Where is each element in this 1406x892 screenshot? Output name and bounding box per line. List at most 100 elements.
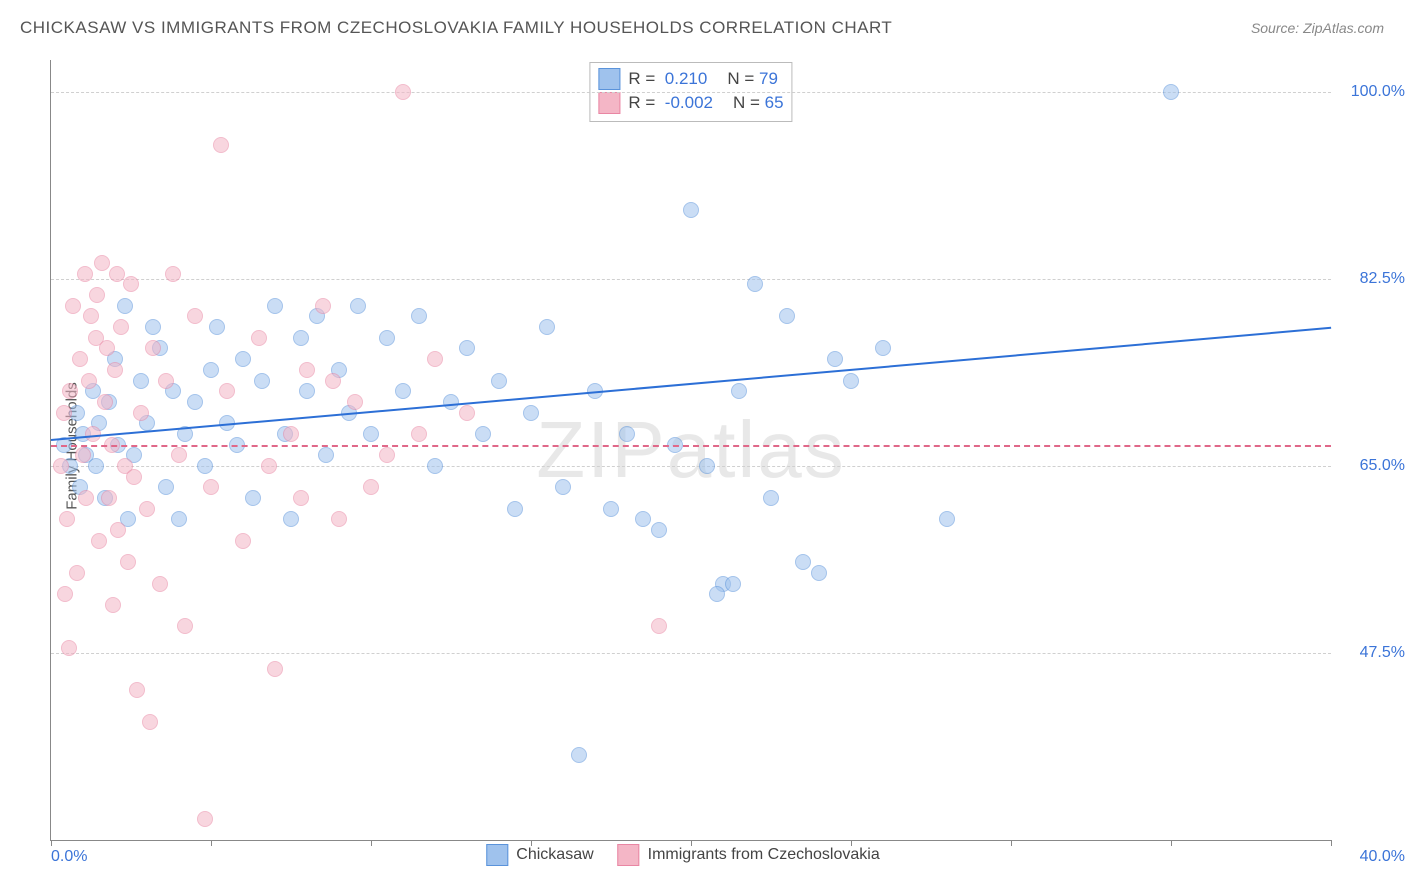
scatter-point	[427, 458, 443, 474]
legend-swatch	[598, 92, 620, 114]
scatter-point	[251, 330, 267, 346]
scatter-point	[59, 511, 75, 527]
scatter-point	[491, 373, 507, 389]
gridline-h	[51, 466, 1331, 467]
scatter-point	[219, 383, 235, 399]
scatter-point	[523, 405, 539, 421]
scatter-point	[142, 714, 158, 730]
scatter-point	[379, 330, 395, 346]
scatter-point	[395, 84, 411, 100]
scatter-point	[507, 501, 523, 517]
scatter-point	[158, 479, 174, 495]
scatter-point	[69, 565, 85, 581]
scatter-point	[107, 362, 123, 378]
x-tick-mark	[371, 840, 372, 846]
scatter-point	[209, 319, 225, 335]
scatter-point	[299, 362, 315, 378]
scatter-point	[197, 458, 213, 474]
scatter-point	[827, 351, 843, 367]
scatter-point	[145, 319, 161, 335]
scatter-point	[129, 682, 145, 698]
scatter-point	[110, 522, 126, 538]
scatter-point	[427, 351, 443, 367]
scatter-point	[651, 618, 667, 634]
scatter-point	[635, 511, 651, 527]
scatter-point	[267, 661, 283, 677]
scatter-point	[145, 340, 161, 356]
scatter-point	[763, 490, 779, 506]
scatter-point	[53, 458, 69, 474]
scatter-point	[699, 458, 715, 474]
scatter-point	[459, 340, 475, 356]
scatter-point	[555, 479, 571, 495]
scatter-point	[171, 447, 187, 463]
scatter-point	[152, 576, 168, 592]
scatter-point	[709, 586, 725, 602]
scatter-point	[75, 447, 91, 463]
scatter-point	[571, 747, 587, 763]
scatter-point	[747, 276, 763, 292]
y-tick-label: 47.5%	[1339, 644, 1405, 662]
stat-row: R = 0.210N = 79	[598, 67, 783, 91]
scatter-point	[105, 597, 121, 613]
stat-n: N = 65	[733, 91, 784, 115]
scatter-point	[843, 373, 859, 389]
source-credit: Source: ZipAtlas.com	[1251, 20, 1384, 36]
scatter-point	[254, 373, 270, 389]
scatter-point	[443, 394, 459, 410]
scatter-point	[331, 511, 347, 527]
stat-n: N = 79	[727, 67, 778, 91]
scatter-point	[126, 469, 142, 485]
legend-swatch	[598, 68, 620, 90]
scatter-point	[61, 640, 77, 656]
scatter-point	[539, 319, 555, 335]
scatter-point	[77, 266, 93, 282]
scatter-point	[83, 308, 99, 324]
scatter-point	[795, 554, 811, 570]
scatter-point	[395, 383, 411, 399]
scatter-point	[165, 266, 181, 282]
scatter-point	[89, 287, 105, 303]
scatter-point	[101, 490, 117, 506]
scatter-point	[62, 383, 78, 399]
scatter-point	[379, 447, 395, 463]
scatter-point	[683, 202, 699, 218]
scatter-point	[939, 511, 955, 527]
scatter-point	[318, 447, 334, 463]
x-tick-mark	[51, 840, 52, 846]
scatter-point	[245, 490, 261, 506]
scatter-point	[267, 298, 283, 314]
y-tick-label: 100.0%	[1339, 83, 1405, 101]
scatter-point	[475, 426, 491, 442]
legend-label: Immigrants from Czechoslovakia	[648, 846, 880, 864]
scatter-point	[94, 255, 110, 271]
scatter-point	[197, 811, 213, 827]
scatter-point	[56, 405, 72, 421]
watermark: ZIPatlas	[536, 404, 845, 496]
scatter-point	[235, 351, 251, 367]
scatter-point	[235, 533, 251, 549]
scatter-point	[347, 394, 363, 410]
scatter-point	[411, 426, 427, 442]
trend-line	[51, 327, 1331, 441]
x-tick-label: 0.0%	[51, 848, 87, 866]
scatter-point	[88, 458, 104, 474]
scatter-point	[411, 308, 427, 324]
x-tick-label: 40.0%	[1360, 848, 1405, 866]
x-tick-mark	[691, 840, 692, 846]
scatter-point	[97, 394, 113, 410]
scatter-point	[57, 586, 73, 602]
scatter-point	[293, 330, 309, 346]
scatter-point	[811, 565, 827, 581]
x-tick-mark	[1171, 840, 1172, 846]
x-tick-mark	[1011, 840, 1012, 846]
stat-r: R = -0.002	[628, 91, 713, 115]
scatter-point	[725, 576, 741, 592]
plot-area: ZIPatlas R = 0.210N = 79R = -0.002 N = 65…	[50, 60, 1331, 841]
scatter-point	[133, 405, 149, 421]
scatter-point	[350, 298, 366, 314]
x-tick-mark	[531, 840, 532, 846]
scatter-point	[187, 308, 203, 324]
scatter-point	[315, 298, 331, 314]
scatter-point	[120, 554, 136, 570]
